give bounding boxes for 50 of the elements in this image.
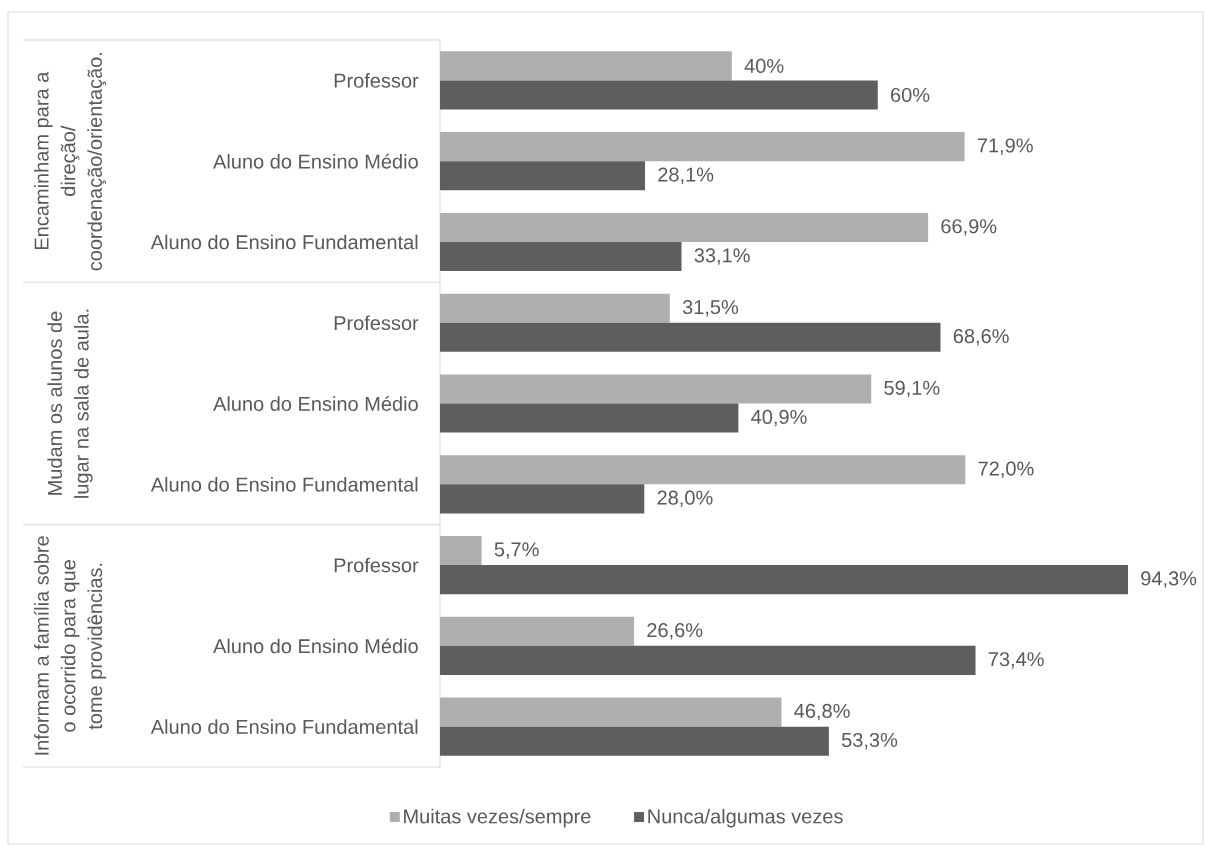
bar: [440, 565, 1129, 595]
bar: [440, 374, 872, 404]
data-label: 40,9%: [751, 409, 807, 427]
y-tick-label: Professor: [334, 315, 419, 331]
bar: [440, 80, 878, 110]
data-label: 72,0%: [978, 461, 1034, 479]
bar: [440, 726, 829, 756]
data-label: 71,9%: [977, 138, 1033, 155]
y-tick-label: Aluno do Ensino Fundamental: [150, 234, 418, 250]
bar: [440, 455, 966, 485]
y-tick-label: Professor: [334, 557, 419, 573]
bar: [440, 293, 670, 323]
data-label: 94,3%: [1141, 571, 1197, 588]
data-label: 53,3%: [841, 732, 898, 750]
bar: [440, 403, 739, 433]
data-label: 40%: [744, 58, 784, 73]
data-label: 46,8%: [794, 703, 850, 721]
bar: [440, 484, 645, 514]
data-label: 5,7%: [494, 542, 539, 559]
bar: [440, 536, 482, 566]
data-label: 28,0%: [657, 490, 713, 508]
bar: [440, 616, 635, 646]
bar: [440, 212, 929, 242]
data-label: 68,6%: [953, 329, 1009, 346]
text: Informam a família sobre o ocorrido para que tome providências.: [33, 536, 107, 755]
data-label: 33,1%: [694, 248, 750, 265]
data-label: 73,4%: [988, 652, 1044, 669]
bar: [440, 697, 782, 727]
bar: [440, 645, 976, 675]
y-tick-label: Aluno do Ensino Fundamental: [150, 719, 418, 734]
y-tick-label: Aluno do Ensino Médio: [213, 638, 418, 654]
bar: [440, 51, 732, 81]
y-tick-label: Professor: [334, 73, 419, 88]
bar: [440, 241, 682, 272]
data-label: 59,1%: [884, 380, 940, 398]
bar: [440, 132, 965, 162]
text: Encaminham para a direção/ coordenação/orientação.: [33, 52, 107, 271]
data-label: 31,5%: [682, 299, 739, 317]
data-label: 66,9%: [941, 219, 997, 236]
text: Mudam os alunos de lugar na sala de aula.: [47, 309, 93, 498]
legend-label: Nunca/algumas vezes: [648, 808, 843, 828]
y-tick-label: Aluno do Ensino Fundamental: [150, 476, 418, 492]
data-label: 60%: [891, 87, 930, 103]
y-tick-label: Aluno do Ensino Médio: [213, 153, 418, 169]
legend-label: Muitas vezes/sempre: [404, 808, 591, 828]
data-label: 26,6%: [647, 623, 703, 640]
bar: [440, 161, 646, 191]
bar: [440, 322, 941, 352]
data-label: 28,1%: [658, 167, 714, 184]
y-tick-label: Aluno do Ensino Médio: [213, 396, 418, 411]
